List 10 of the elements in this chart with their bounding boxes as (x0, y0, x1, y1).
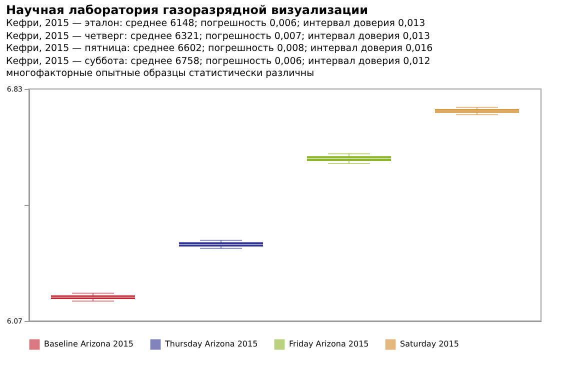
chart-title: Научная лаборатория газоразрядной визуализации (6, 3, 369, 17)
legend-label: Saturday 2015 (400, 339, 459, 348)
text: многофакторные опытные образцы статистически различны (6, 68, 316, 80)
text: Кефри, 2015 — пятница: среднее 6602; погрешность 0,008; интервал доверия 0,016 (6, 43, 434, 56)
legend-label: Baseline Arizona 2015 (44, 339, 134, 348)
text: Кефри, 2015 — суббота: среднее 6758; погрешность 0,006; интервал доверия 0,012 (6, 56, 432, 68)
legend-label: Thursday Arizona 2015 (164, 339, 258, 348)
text: Кефри, 2015 — четверг: среднее 6321; погрешность 0,007; интервал доверия 0,013 (6, 30, 431, 43)
legend-label: Friday Arizona 2015 (289, 339, 369, 348)
text: Кефри, 2015 — эталон: среднее 6148; погрешность 0,006; интервал доверия 0,013 (6, 18, 426, 30)
